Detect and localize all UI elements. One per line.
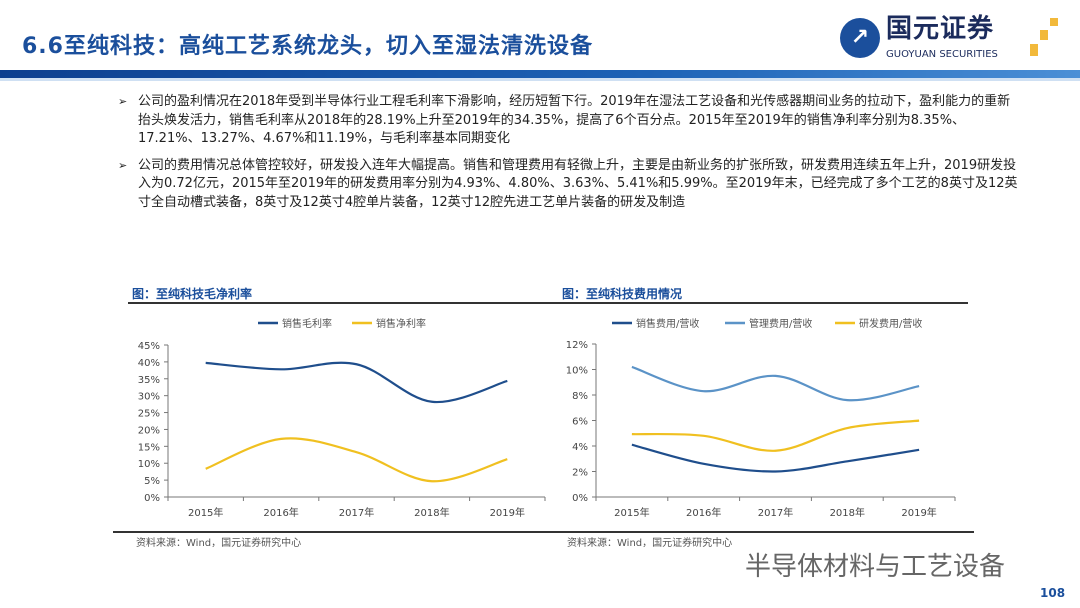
logo-cn: 国元证券 xyxy=(886,14,995,44)
y-tick-label: 6% xyxy=(572,417,588,428)
y-tick-label: 12% xyxy=(566,340,588,351)
chart1-title: 图：至纯科技毛净利率 xyxy=(132,287,253,301)
y-tick-label: 8% xyxy=(572,391,588,402)
y-tick-label: 35% xyxy=(138,375,160,386)
x-tick-label: 2015年 xyxy=(614,506,649,519)
y-tick-label: 5% xyxy=(144,476,160,487)
divider xyxy=(540,531,974,533)
y-tick-label: 40% xyxy=(138,358,160,369)
logo-en: GUOYUAN SECURITIES xyxy=(886,49,998,60)
legend-label: 研发费用/营收 xyxy=(859,317,922,330)
y-tick-label: 25% xyxy=(138,409,160,420)
y-tick-label: 0% xyxy=(144,493,160,504)
arrow-bullet-icon: ➢ xyxy=(118,158,128,172)
y-tick-label: 10% xyxy=(566,366,588,377)
header-band-light xyxy=(0,78,1080,81)
x-tick-label: 2017年 xyxy=(758,506,793,519)
arrow-bullet-icon: ➢ xyxy=(118,95,128,108)
x-tick-label: 2019年 xyxy=(901,506,936,519)
page-number: 108 xyxy=(1040,586,1066,600)
chart2-title: 图：至纯科技费用情况 xyxy=(562,287,683,301)
y-tick-label: 2% xyxy=(572,468,588,479)
series-line-2 xyxy=(631,419,920,452)
legend-label: 销售净利率 xyxy=(376,317,426,330)
y-tick-label: 20% xyxy=(138,425,160,436)
x-tick-label: 2016年 xyxy=(263,506,298,519)
x-tick-label: 2016年 xyxy=(686,506,721,519)
logo-square xyxy=(1050,18,1058,26)
logo-icon: ↗ xyxy=(840,18,880,58)
bullet-item: ➢ 公司的盈利情况在2018年受到半导体行业工程毛利率下滑影响，经历短暂下行。20… xyxy=(118,94,1011,146)
series-line-0 xyxy=(631,443,920,473)
bullet-item: ➢ 公司的费用情况总体管控较好，研发投入连年大幅提高。销售和管理费用有轻微上升，主… xyxy=(118,157,1018,210)
x-tick-label: 2017年 xyxy=(339,506,374,519)
company-logo: ↗ 国元证券 GUOYUAN SECURITIES xyxy=(840,14,1070,64)
page-title: 6.6至纯科技：高纯工艺系统龙头，切入至湿法清洗设备 xyxy=(22,34,593,59)
logo-square xyxy=(1040,30,1048,40)
divider xyxy=(128,302,540,304)
y-tick-label: 10% xyxy=(138,459,160,470)
divider xyxy=(540,302,968,304)
divider xyxy=(113,531,543,533)
chart2-source: 资料来源：Wind，国元证券研究中心 xyxy=(567,538,733,549)
x-tick-label: 2018年 xyxy=(414,506,449,519)
y-tick-label: 15% xyxy=(138,442,160,453)
y-tick-label: 4% xyxy=(572,442,588,453)
y-tick-label: 30% xyxy=(138,392,160,403)
header-band xyxy=(0,70,1080,78)
y-tick-label: 45% xyxy=(138,341,160,352)
chart1-source: 资料来源：Wind，国元证券研究中心 xyxy=(136,538,302,549)
x-tick-label: 2018年 xyxy=(830,506,865,519)
y-tick-label: 0% xyxy=(572,493,588,504)
legend-label: 管理费用/营收 xyxy=(749,317,812,330)
bullet-list: ➢ 公司的盈利情况在2018年受到半导体行业工程毛利率下滑影响，经历短暂下行。20… xyxy=(118,93,1023,220)
watermark: 半导体材料与工艺设备 xyxy=(745,552,1006,582)
x-tick-label: 2015年 xyxy=(188,506,223,519)
legend-label: 销售毛利率 xyxy=(282,317,332,330)
logo-square xyxy=(1030,44,1038,56)
x-tick-label: 2019年 xyxy=(490,506,525,519)
series-line-1 xyxy=(631,365,920,402)
legend-label: 销售费用/营收 xyxy=(636,317,699,330)
